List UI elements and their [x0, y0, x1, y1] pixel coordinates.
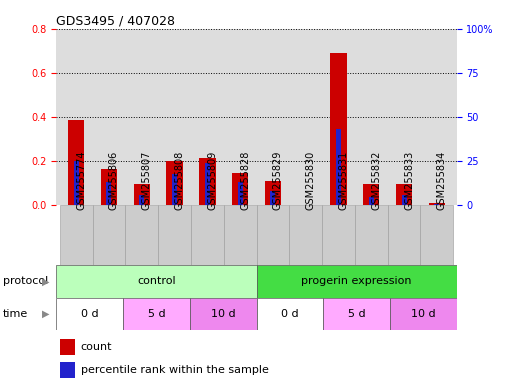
- Bar: [205, 163, 210, 205]
- Bar: [336, 129, 341, 205]
- Text: GSM255833: GSM255833: [404, 151, 414, 210]
- Bar: [191, 205, 224, 265]
- Bar: [363, 184, 380, 205]
- Bar: [421, 205, 453, 265]
- Text: progerin expression: progerin expression: [301, 276, 412, 286]
- Bar: [68, 121, 84, 205]
- Bar: [125, 205, 158, 265]
- Bar: [61, 362, 75, 378]
- Text: GSM255774: GSM255774: [76, 151, 86, 210]
- Text: percentile rank within the sample: percentile rank within the sample: [81, 365, 269, 375]
- Text: ▶: ▶: [43, 309, 50, 319]
- Bar: [166, 161, 183, 205]
- Bar: [289, 205, 322, 265]
- Text: GSM255809: GSM255809: [207, 151, 218, 210]
- Text: GSM255834: GSM255834: [437, 151, 447, 210]
- Bar: [429, 203, 445, 205]
- Text: GSM255806: GSM255806: [109, 151, 119, 210]
- Bar: [323, 298, 390, 330]
- Bar: [92, 205, 125, 265]
- Text: GSM255828: GSM255828: [240, 151, 250, 210]
- Bar: [322, 205, 355, 265]
- Text: GDS3495 / 407028: GDS3495 / 407028: [56, 15, 175, 28]
- Text: 0 d: 0 d: [281, 309, 299, 319]
- Bar: [74, 161, 78, 205]
- Bar: [56, 298, 123, 330]
- Text: GSM255831: GSM255831: [339, 151, 348, 210]
- Bar: [435, 204, 439, 205]
- Text: 10 d: 10 d: [411, 309, 436, 319]
- Text: GSM255808: GSM255808: [174, 151, 185, 210]
- Bar: [123, 298, 190, 330]
- Bar: [396, 184, 412, 205]
- Bar: [256, 298, 323, 330]
- Bar: [224, 205, 256, 265]
- Bar: [60, 205, 92, 265]
- Text: 10 d: 10 d: [211, 309, 235, 319]
- Bar: [390, 298, 457, 330]
- Text: 0 d: 0 d: [81, 309, 98, 319]
- Text: 5 d: 5 d: [148, 309, 165, 319]
- Text: count: count: [81, 342, 112, 352]
- Bar: [330, 53, 347, 205]
- Bar: [232, 173, 248, 205]
- Text: GSM255807: GSM255807: [142, 151, 152, 210]
- Bar: [139, 195, 144, 205]
- Text: GSM255832: GSM255832: [371, 151, 381, 210]
- Bar: [56, 265, 256, 298]
- Bar: [101, 169, 117, 205]
- Text: GSM255830: GSM255830: [306, 151, 315, 210]
- Bar: [265, 181, 281, 205]
- Text: time: time: [3, 309, 28, 319]
- Bar: [355, 205, 388, 265]
- Bar: [270, 191, 275, 205]
- Bar: [61, 339, 75, 355]
- Bar: [256, 205, 289, 265]
- Bar: [106, 182, 111, 205]
- Text: GSM255829: GSM255829: [273, 151, 283, 210]
- Bar: [199, 158, 215, 205]
- Bar: [402, 195, 406, 205]
- Bar: [190, 298, 256, 330]
- Text: 5 d: 5 d: [348, 309, 365, 319]
- Bar: [238, 182, 243, 205]
- Text: ▶: ▶: [43, 276, 50, 286]
- Bar: [256, 265, 457, 298]
- Text: protocol: protocol: [3, 276, 48, 286]
- Bar: [369, 197, 374, 205]
- Bar: [172, 174, 177, 205]
- Bar: [388, 205, 421, 265]
- Text: control: control: [137, 276, 176, 286]
- Bar: [133, 184, 150, 205]
- Bar: [158, 205, 191, 265]
